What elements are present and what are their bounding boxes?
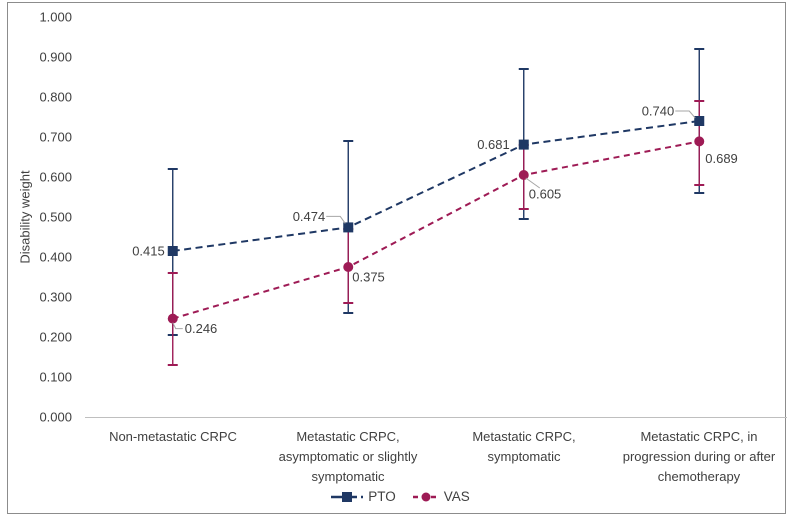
legend-item-pto: PTO [330,489,396,504]
y-tick-label: 0.800 [39,90,72,105]
data-label-pto-1: 0.474 [293,209,326,224]
data-label-vas-3: 0.689 [705,151,738,166]
y-tick-label: 0.500 [39,210,72,225]
y-tick-label: 0.200 [39,330,72,345]
legend-label-vas: VAS [443,489,470,504]
vas-marker-circle [167,313,178,324]
y-tick-label: 0.100 [39,370,72,385]
label-leader-line [172,322,183,330]
legend-label-pto: PTO [368,489,396,504]
legend-item-vas: VAS [412,489,470,504]
y-tick-label: 0.600 [39,170,72,185]
x-category-label-3: Metastatic CRPC, symptomatic [472,429,576,464]
data-label-pto-2: 0.681 [477,137,510,152]
y-tick-label: 0.400 [39,250,72,265]
label-leader-line [525,177,541,189]
series-line-pto [172,120,700,252]
chart-border [7,2,786,514]
x-category-label-2: Metastatic CRPC, asymptomatic or slightl… [278,429,418,484]
pto-marker-square [694,116,705,126]
vas-marker-circle [518,170,529,180]
data-label-vas-2: 0.605 [529,187,562,202]
y-tick-label: 0.000 [39,410,72,425]
pto-marker-square [167,246,178,256]
y-tick-label: 1.000 [39,10,72,25]
vas-marker-circle [694,136,705,147]
vas-legend-swatch-icon [412,492,439,501]
y-tick-label: 0.900 [39,50,72,65]
data-label-vas-1: 0.375 [352,270,385,285]
pto-marker-square [343,222,354,233]
pto-legend-swatch-icon [331,491,364,502]
y-tick-label: 0.300 [39,290,72,305]
y-axis-title: Disability weight [17,170,33,264]
x-category-label-1: Non-metastatic CRPC [109,429,237,444]
label-leader-line [326,215,346,224]
data-label-pto-0: 0.415 [132,244,165,259]
x-category-label-4: Metastatic CRPC, in progression during o… [622,429,776,484]
series-line-vas [172,140,700,320]
label-leader-line [675,110,696,119]
data-label-pto-3: 0.740 [642,104,675,119]
vas-marker-circle [343,262,354,272]
y-tick-label: 0.700 [39,130,72,145]
data-label-vas-0: 0.246 [185,321,218,336]
pto-marker-square [518,139,529,150]
legend: PTO VAS [0,489,800,504]
